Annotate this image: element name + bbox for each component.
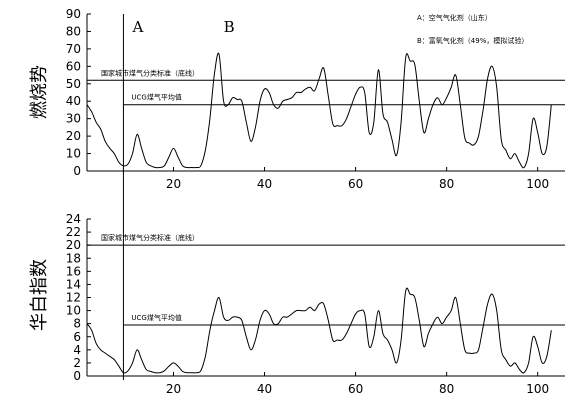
wobbe-index-x-tick-label: 60 bbox=[348, 382, 363, 396]
burning-potential-reference-line-label: 国家城市煤气分类标准（底线） bbox=[101, 68, 199, 77]
wobbe-index-axis-label: 华白指数 bbox=[29, 259, 50, 331]
burning-potential-y-tick-label: 40 bbox=[66, 94, 81, 108]
wobbe-index-y-tick-label: 22 bbox=[66, 225, 81, 239]
burning-potential-y-tick-label: 80 bbox=[66, 24, 81, 38]
wobbe-index-y-tick-label: 16 bbox=[66, 264, 81, 278]
wobbe-index-y-tick-label: 4 bbox=[73, 343, 81, 357]
wobbe-index-y-tick-label: 20 bbox=[66, 238, 81, 252]
wobbe-index-x-tick-label: 100 bbox=[526, 382, 549, 396]
burning-potential-y-tick-label: 90 bbox=[66, 7, 81, 21]
burning-potential-y-tick-label: 20 bbox=[66, 129, 81, 143]
wobbe-index-y-tick-label: 14 bbox=[66, 277, 81, 291]
legend-entry-a: A：空气气化剂（山东） bbox=[417, 13, 492, 22]
wobbe-index-reference-line-label: 国家城市煤气分类标准（底线） bbox=[101, 233, 199, 242]
burning-potential-y-tick-label: 50 bbox=[66, 77, 81, 91]
wobbe-index-series-line bbox=[86, 287, 552, 374]
burning-potential-x-tick-label: 100 bbox=[526, 177, 549, 191]
burning-potential-x-tick-label: 40 bbox=[257, 177, 272, 191]
burning-potential-y-tick-label: 70 bbox=[66, 42, 81, 56]
wobbe-index-reference-lines: 国家城市煤气分类标准（底线） UCG煤气平均值 bbox=[87, 233, 565, 326]
burning-potential-x-tick-label: 60 bbox=[348, 177, 363, 191]
wobbe-index-y-tick-label: 2 bbox=[73, 356, 81, 370]
burning-potential-reference-lines: 国家城市煤气分类标准（底线） UCG煤气平均值 bbox=[87, 68, 565, 106]
wobbe-index-y-tick-label: 10 bbox=[66, 304, 81, 318]
wobbe-index-y-tick-label: 0 bbox=[73, 369, 81, 383]
burning-potential-series-line bbox=[86, 52, 552, 169]
burning-potential-y-ticks: 0 10 20 30 40 50 60 70 80 90 bbox=[66, 7, 91, 178]
burning-potential-y-tick-label: 30 bbox=[66, 112, 81, 126]
burning-potential-x-tick-label: 80 bbox=[439, 177, 454, 191]
burning-potential-axis-label: 燃烧势 bbox=[29, 65, 50, 119]
wobbe-index-y-tick-label: 8 bbox=[73, 317, 81, 331]
burning-potential-reference-line-label: UCG煤气平均值 bbox=[131, 93, 181, 102]
wobbe-index-x-tick-label: 40 bbox=[257, 382, 272, 396]
burning-potential-panel: 燃烧势 0 10 20 30 40 50 60 70 80 90 20 40 60 80 100 国家城市… bbox=[29, 7, 565, 191]
burning-potential-y-tick-label: 10 bbox=[66, 147, 81, 161]
wobbe-index-reference-line-label: UCG煤气平均值 bbox=[131, 313, 181, 322]
burning-potential-y-tick-label: 0 bbox=[73, 164, 81, 178]
wobbe-index-y-tick-label: 18 bbox=[66, 251, 81, 265]
wobbe-index-x-ticks: 20 40 60 80 100 bbox=[166, 372, 549, 396]
wobbe-index-y-tick-label: 24 bbox=[66, 212, 81, 226]
wobbe-index-x-tick-label: 20 bbox=[166, 382, 181, 396]
wobbe-index-y-tick-label: 12 bbox=[66, 291, 81, 305]
region-label-a: A bbox=[132, 18, 144, 36]
region-label-b: B bbox=[224, 18, 235, 36]
wobbe-index-y-tick-label: 6 bbox=[73, 330, 81, 344]
burning-potential-x-ticks: 20 40 60 80 100 bbox=[166, 167, 549, 191]
legend-entry-b: B：富氧气化剂（49%，模拟试验） bbox=[417, 36, 528, 45]
wobbe-index-x-tick-label: 80 bbox=[439, 382, 454, 396]
burning-potential-y-tick-label: 60 bbox=[66, 59, 81, 73]
burning-potential-x-tick-label: 20 bbox=[166, 177, 181, 191]
